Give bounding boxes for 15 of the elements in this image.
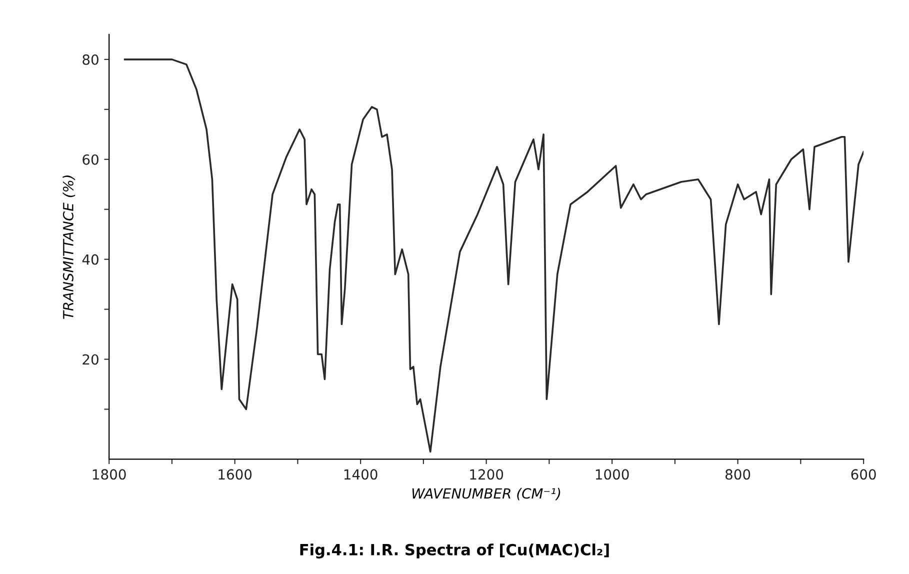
x-tick-label: 1600 bbox=[218, 469, 252, 480]
caption: Fig.4.1: I.R. Spectra of [Cu(MAC)Cl₂] bbox=[300, 544, 609, 558]
x-tick-label: 1000 bbox=[596, 469, 629, 480]
x-tick-label: 800 bbox=[725, 469, 750, 480]
y-tick-label: 40 bbox=[82, 254, 98, 265]
y-tick-label: 60 bbox=[82, 154, 98, 165]
x-tick-label: 600 bbox=[851, 469, 876, 480]
line-series bbox=[124, 58, 864, 453]
x-axis-title: WAVENUMBER (CM⁻¹) bbox=[412, 488, 560, 500]
y-tick-label: 20 bbox=[82, 354, 98, 365]
x-tick-label: 1200 bbox=[470, 469, 504, 480]
y-axis-title: TRANSMITTANCE (%) bbox=[62, 176, 76, 319]
x-tick-label: 1400 bbox=[344, 469, 378, 480]
y-tick-label: 80 bbox=[82, 54, 98, 65]
x-tick-label: 1800 bbox=[92, 469, 126, 480]
